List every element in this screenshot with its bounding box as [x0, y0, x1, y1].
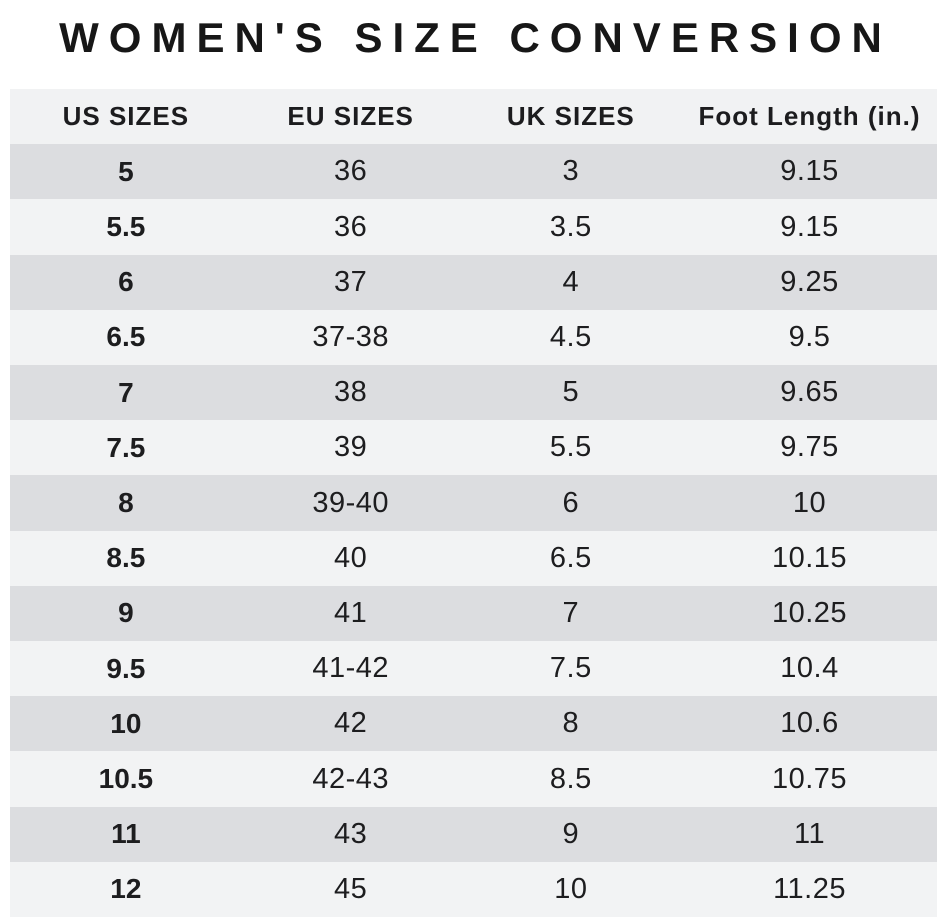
- table-row: 7 38 5 9.65: [10, 365, 937, 421]
- uk-size-cell: 4.5: [549, 320, 592, 353]
- header-uk-sizes: UK SIZES: [506, 101, 635, 132]
- foot-length-cell: 10.25: [771, 596, 848, 629]
- foot-length-cell: 9.5: [788, 320, 831, 353]
- us-size-cell: 7.5: [106, 431, 146, 463]
- us-size-cell: 5.5: [106, 211, 146, 242]
- uk-size-cell: 7.5: [549, 652, 592, 685]
- us-size-cell: 12: [110, 873, 142, 905]
- eu-size-cell: 42: [334, 707, 368, 740]
- eu-size-cell: 36: [334, 210, 368, 243]
- page-title: WOMEN'S SIZE CONVERSION: [59, 14, 892, 61]
- eu-size-cell: 39: [334, 431, 368, 464]
- eu-size-cell: 41: [334, 596, 368, 629]
- table-row: 7.5 39 5.5 9.75: [10, 420, 937, 476]
- foot-length-cell: 10.6: [780, 707, 839, 740]
- foot-length-cell: 9.65: [780, 376, 839, 409]
- size-conversion-table: US SIZES EU SIZES UK SIZES Foot Length (…: [10, 89, 937, 917]
- uk-size-cell: 6: [562, 486, 580, 519]
- uk-size-cell: 5: [562, 376, 580, 409]
- foot-length-cell: 9.25: [780, 265, 839, 298]
- us-size-cell: 11: [111, 818, 141, 850]
- eu-size-cell: 43: [334, 817, 368, 850]
- us-size-cell: 7: [118, 376, 134, 408]
- table-body: 5 36 3 9.15 5.5 36 3.5 9.15 6 37 4 9.25 6.5 37-38 4.5 9…: [10, 144, 937, 917]
- uk-size-cell: 9: [562, 817, 580, 850]
- us-size-cell: 6.5: [106, 321, 146, 353]
- table-row: 10 42 8 10.6: [10, 696, 937, 752]
- foot-length-cell: 11: [793, 817, 826, 850]
- foot-length-cell: 10: [792, 486, 827, 519]
- uk-size-cell: 6.5: [549, 541, 592, 574]
- table-row: 6 37 4 9.25: [10, 254, 937, 310]
- table-row: 8 39-40 6 10: [10, 475, 937, 531]
- eu-size-cell: 37-38: [312, 320, 389, 353]
- eu-size-cell: 36: [334, 155, 368, 188]
- table-row: 8.5 40 6.5 10.15: [10, 530, 937, 586]
- foot-length-cell: 10.15: [771, 541, 848, 574]
- uk-size-cell: 5.5: [549, 431, 592, 464]
- foot-length-cell: 9.75: [780, 431, 839, 464]
- foot-length-cell: 10.4: [780, 652, 839, 685]
- header-foot-length: Foot Length (in.): [698, 101, 921, 132]
- uk-size-cell: 3: [562, 155, 580, 188]
- uk-size-cell: 7: [562, 596, 580, 629]
- eu-size-cell: 39-40: [312, 486, 389, 519]
- table-row: 9 41 7 10.25: [10, 585, 937, 642]
- eu-size-cell: 37: [334, 265, 368, 298]
- us-size-cell: 6: [118, 266, 134, 298]
- header-us-sizes: US SIZES: [62, 101, 190, 132]
- eu-size-cell: 42-43: [312, 762, 389, 795]
- us-size-cell: 9.5: [106, 652, 146, 684]
- us-size-cell: 8.5: [106, 542, 146, 574]
- uk-size-cell: 3.5: [549, 210, 592, 243]
- foot-length-cell: 11.25: [773, 872, 846, 905]
- foot-length-cell: 9.15: [780, 210, 839, 243]
- uk-size-cell: 4: [562, 265, 580, 298]
- table-row: 6.5 37-38 4.5 9.5: [10, 309, 937, 366]
- table-row: 12 45 10 11.25: [10, 861, 937, 917]
- us-size-cell: 5: [118, 155, 134, 187]
- eu-size-cell: 45: [334, 872, 368, 905]
- table-row: 5.5 36 3.5 9.15: [10, 199, 937, 255]
- foot-length-cell: 9.15: [780, 155, 839, 188]
- us-size-cell: 10.5: [98, 763, 154, 795]
- table-header-row: US SIZES EU SIZES UK SIZES Foot Length (…: [10, 89, 937, 145]
- us-size-cell: 8: [118, 487, 134, 519]
- us-size-cell: 10: [110, 707, 142, 739]
- foot-length-cell: 10.75: [771, 762, 848, 795]
- table-row: 11 43 9 11: [10, 806, 937, 862]
- us-size-cell: 9: [118, 597, 134, 629]
- uk-size-cell: 8: [562, 707, 580, 740]
- uk-size-cell: 8.5: [549, 762, 592, 795]
- eu-size-cell: 41-42: [312, 652, 389, 685]
- table-row: 9.5 41-42 7.5 10.4: [10, 641, 937, 697]
- eu-size-cell: 40: [334, 541, 368, 574]
- table-row: 5 36 3 9.15: [10, 144, 937, 200]
- uk-size-cell: 10: [554, 872, 588, 905]
- eu-size-cell: 38: [334, 376, 368, 409]
- header-eu-sizes: EU SIZES: [287, 101, 414, 132]
- table-row: 10.5 42-43 8.5 10.75: [10, 751, 937, 807]
